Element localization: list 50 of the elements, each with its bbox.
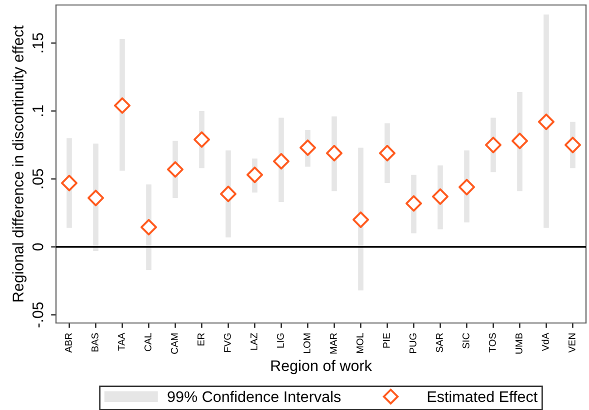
x-tick-label: MAR — [330, 333, 337, 354]
x-tick-label: BAS — [91, 333, 98, 352]
y-axis-title: Regional difference in discontinuity effect — [12, 26, 26, 302]
point — [484, 136, 502, 154]
y-tick-label: .15 — [32, 33, 44, 52]
x-tick-label: CAL — [144, 333, 152, 352]
x-tick-label: SAR — [436, 333, 443, 352]
x-tick-label: LOM — [303, 334, 310, 353]
x-tick-label: PUG — [409, 333, 416, 353]
point — [272, 153, 290, 170]
point — [299, 139, 316, 156]
point — [352, 211, 370, 228]
point — [246, 166, 264, 184]
point — [378, 144, 396, 162]
point — [326, 144, 343, 162]
point — [60, 174, 78, 192]
x-tick-label: VEN — [568, 334, 576, 353]
point — [432, 188, 449, 205]
x-tick-label: TOS — [488, 333, 496, 352]
point — [405, 195, 422, 212]
x-tick-label: MOL — [356, 333, 364, 353]
x-tick-label: CAM — [170, 334, 178, 354]
x-tick-label: ABR — [65, 333, 72, 353]
y-tick-label: -.05 — [32, 302, 44, 328]
point — [87, 190, 104, 206]
point — [166, 161, 184, 178]
point — [193, 131, 210, 148]
x-tick-label: TAA — [118, 332, 125, 351]
point — [140, 218, 158, 236]
x-tick-label: LAZ — [250, 333, 258, 350]
y-tick-label: .05 — [32, 168, 44, 188]
bar — [544, 14, 549, 228]
y-tick-label: .1 — [32, 105, 44, 116]
x-tick-label: LIG — [276, 333, 284, 348]
point — [458, 178, 476, 196]
point — [538, 114, 555, 130]
point — [511, 132, 528, 150]
x-tick-label: VdA — [542, 332, 549, 352]
point — [564, 136, 582, 154]
x-tick-label: UMB — [516, 333, 522, 354]
x-tick-label: FVG — [224, 333, 231, 352]
legend-label: 99% Confidence Intervals — [168, 390, 341, 402]
legend-label: Estimated Effect — [428, 390, 538, 402]
y-tick-label: 0 — [32, 243, 44, 251]
point — [114, 97, 131, 114]
x-axis-title: Region of work — [271, 360, 372, 374]
point — [220, 186, 237, 202]
x-tick-label: ER — [198, 333, 204, 346]
x-tick-label: PIE — [383, 333, 390, 348]
x-tick-label: SIC — [462, 333, 470, 348]
